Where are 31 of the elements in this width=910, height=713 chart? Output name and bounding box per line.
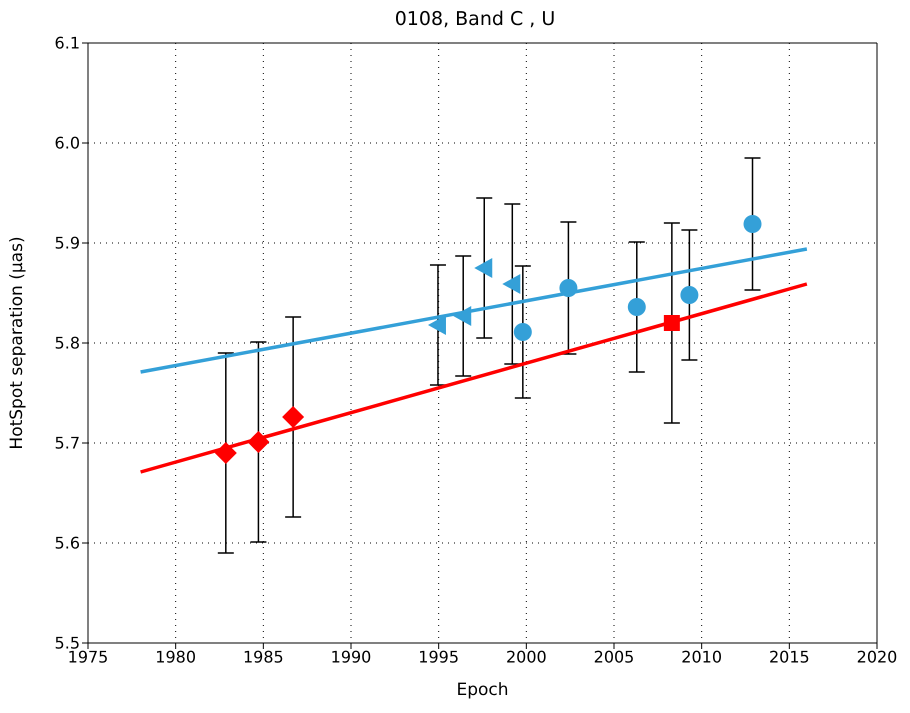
point <box>680 286 698 304</box>
point <box>514 323 532 341</box>
x-tick-label: 2000 <box>506 647 547 666</box>
y-tick-label: 5.9 <box>54 234 80 253</box>
point <box>247 431 270 453</box>
point <box>282 406 304 428</box>
point <box>744 215 762 233</box>
x-tick-label: 2020 <box>856 647 898 666</box>
x-tick-label: 2005 <box>594 647 634 666</box>
y-tick-label: 6.1 <box>54 34 80 53</box>
y-tick-label: 5.8 <box>54 334 80 353</box>
y-tick-label: 5.6 <box>54 534 80 553</box>
x-tick-label: 2015 <box>768 647 810 666</box>
point <box>664 315 680 331</box>
point <box>502 274 520 294</box>
x-tick-label: 1995 <box>418 647 460 666</box>
y-axis-title: HotSpot separation (μas) <box>7 236 28 450</box>
y-tick-label: 6.0 <box>54 134 80 153</box>
x-tick-label: 1985 <box>242 647 284 666</box>
x-axis-title: Epoch <box>456 680 509 700</box>
x-tick-label: 2010 <box>681 647 722 666</box>
point <box>453 306 472 326</box>
point <box>474 258 492 278</box>
point <box>214 442 237 464</box>
x-tick-label: 1990 <box>330 647 372 666</box>
point <box>628 298 646 316</box>
y-tick-label: 5.7 <box>54 434 80 453</box>
point <box>428 315 446 335</box>
x-tick-label: 1980 <box>155 647 196 666</box>
point <box>559 279 578 297</box>
chart-title: 0108, Band C , U <box>394 8 556 30</box>
